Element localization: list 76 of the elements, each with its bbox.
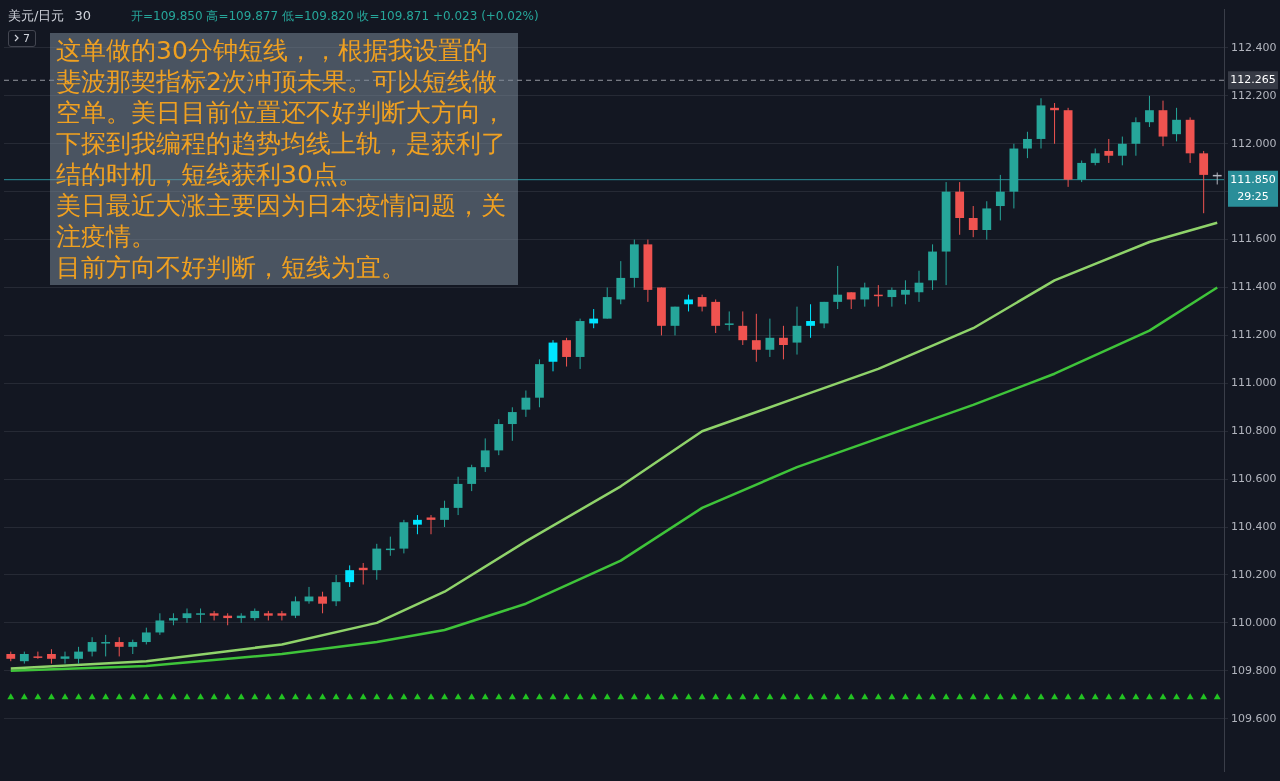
candlestick	[480, 437, 490, 473]
candlestick	[982, 200, 992, 241]
candlestick	[507, 406, 517, 442]
candlestick	[1145, 95, 1154, 128]
candlestick	[453, 476, 463, 516]
candlestick	[209, 610, 219, 621]
candlestick	[833, 265, 843, 310]
candlestick	[155, 612, 165, 636]
y-tick-label: 110.200	[1231, 567, 1277, 581]
y-tick-label: 111.200	[1231, 328, 1277, 342]
candlestick	[751, 313, 761, 363]
candlestick	[711, 298, 721, 334]
candlestick	[1023, 131, 1032, 159]
candlestick	[1104, 138, 1114, 164]
text: 29:25	[1237, 189, 1269, 203]
annotation: 美日最近大涨主要因为日本疫情问题，关注疫情。	[56, 190, 507, 252]
candlestick	[1131, 116, 1141, 157]
y-tick-label: 111.400	[1231, 280, 1277, 294]
candlestick	[372, 543, 382, 581]
ref-line-label: 112.265	[1230, 73, 1276, 87]
candlestick	[1077, 160, 1087, 183]
candlestick	[114, 636, 124, 657]
candlestick	[995, 174, 1005, 221]
candlestick	[440, 500, 449, 528]
ref-line-label: 111.850	[1230, 172, 1276, 186]
candlestick	[291, 596, 300, 619]
candlestick	[860, 282, 870, 308]
candlestick	[426, 514, 436, 535]
candlestick	[887, 286, 897, 308]
candlestick	[521, 390, 531, 418]
candlestick	[602, 286, 612, 320]
candlestick	[331, 574, 341, 607]
candlestick	[101, 634, 111, 657]
candlestick	[196, 608, 205, 624]
candlestick	[819, 301, 829, 329]
y-tick-label: 110.600	[1231, 472, 1277, 485]
candlestick	[413, 514, 422, 535]
annotation: 目前方向不好判断，短线为宜。	[56, 252, 407, 283]
candlestick	[1117, 136, 1127, 166]
chart-title: 美元/日元	[8, 7, 65, 25]
candlestick	[33, 651, 43, 660]
y-tick-label: 110.400	[1231, 519, 1277, 533]
candlestick	[548, 339, 558, 372]
y-tick-label: 109.600	[1231, 711, 1277, 725]
y-tick-label: 111.600	[1231, 232, 1277, 246]
chart-subtitle: 30	[74, 8, 91, 23]
y-tick-label: 112.400	[1231, 40, 1277, 54]
candlestick	[1199, 150, 1209, 214]
candlestick	[738, 310, 748, 346]
candlestick	[1172, 107, 1181, 142]
candlestick	[345, 564, 355, 588]
candlestick	[765, 318, 775, 358]
candlestick	[792, 306, 802, 356]
candlestick	[562, 337, 571, 368]
candlestick	[318, 591, 327, 614]
candlestick	[467, 464, 477, 492]
candlestick	[670, 306, 680, 336]
annotation: 7	[8, 30, 36, 47]
candlestick	[87, 636, 97, 657]
candlestick	[779, 325, 788, 360]
y-tick-label: 109.800	[1231, 663, 1277, 677]
candlestick	[806, 303, 815, 339]
annotation: 这单做的30分钟短线，，根据我设置的斐波那契指标2次冲顶未果。可以短线做空单。美日目前位置还不好判断大方向，下探到我编程的趋势均线上轨，是获利了结的时机，短线获利30点。	[56, 35, 507, 190]
candlestick	[724, 310, 734, 332]
candlestick	[60, 651, 70, 665]
annotation: 开=109.850 高=109.877 低=109.820 收=109.871 +0.023 (+0.02%)	[130, 8, 539, 25]
y-tick-label: 110.800	[1231, 424, 1277, 438]
y-tick-label: 110.000	[1231, 615, 1277, 629]
candlestick	[182, 608, 192, 624]
candlestick	[616, 260, 626, 305]
y-tick-label: 112.200	[1231, 88, 1277, 102]
y-tick-label: 111.000	[1231, 376, 1277, 390]
candlestick	[968, 205, 978, 238]
candlestick	[901, 279, 910, 305]
candlestick	[277, 610, 287, 621]
y-tick-label: 112.000	[1231, 136, 1277, 150]
